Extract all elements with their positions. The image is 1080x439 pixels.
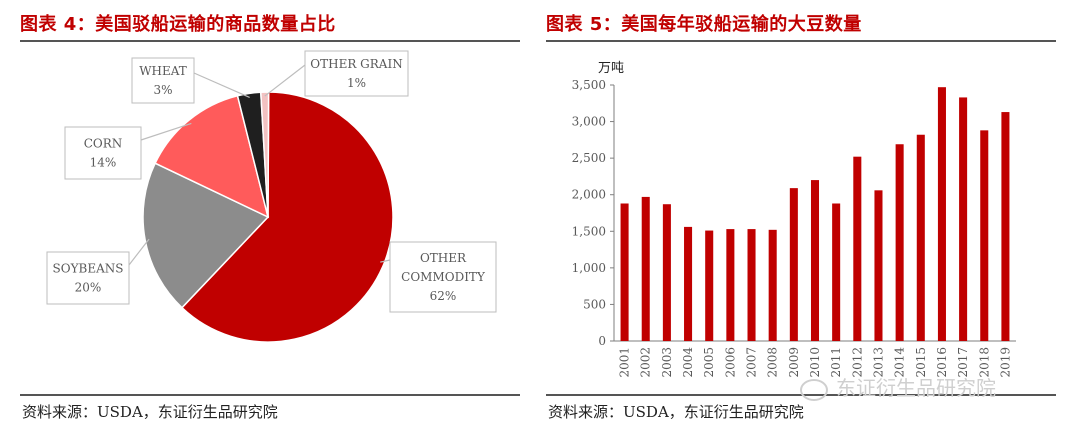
bar-2002: [641, 196, 650, 341]
source-note: 资料来源：USDA，东证衍生品研究院: [548, 403, 804, 421]
pie-category-label: SOYBEANS: [53, 262, 124, 276]
y-tick-label: 500: [583, 297, 606, 311]
y-tick-label: 1,000: [572, 261, 606, 275]
x-tick-label: 2019: [998, 347, 1012, 378]
x-tick-label: 2018: [977, 347, 991, 378]
y-tick-label: 2,500: [572, 151, 606, 165]
pie-pct-label: 62%: [430, 289, 457, 303]
leader-line: [140, 122, 192, 141]
bar-2016: [937, 87, 946, 341]
pie-slice-other-commodity: [180, 91, 394, 343]
leader-line: [128, 238, 150, 266]
bar-2003: [662, 204, 671, 341]
bar-2013: [874, 190, 883, 341]
label-box: [131, 57, 195, 104]
x-tick-label: 2011: [829, 347, 843, 378]
bar-2011: [832, 203, 841, 341]
y-tick-label: 1,500: [572, 224, 606, 238]
bar-2010: [810, 180, 820, 341]
bar-2007: [747, 229, 756, 341]
y-tick-label: 3,000: [572, 115, 606, 129]
wechat-icon: [800, 378, 828, 401]
panel-commodity-share: 图表 4：美国驳船运输的商品数量占比 OTHER COMMODITY 62% SOYB…: [0, 0, 530, 439]
pie-label-other-commodity: OTHER COMMODITY 62%: [380, 241, 497, 313]
bar-2017: [959, 97, 968, 341]
bar-2005: [705, 230, 714, 341]
bar-2014: [895, 144, 904, 341]
x-tick-label: 2017: [956, 347, 970, 378]
leader-line: [193, 72, 250, 98]
title-rule: [546, 40, 1056, 42]
bar-2004: [684, 226, 693, 341]
x-tick-label: 2016: [935, 347, 949, 378]
x-tick-label: 2001: [618, 347, 632, 378]
x-tick-label: 2010: [808, 347, 822, 378]
title-rule: [20, 40, 520, 42]
pie-pct-label: 14%: [90, 156, 117, 170]
pie-label-soybeans: SOYBEANS 20%: [46, 238, 150, 305]
x-tick-label: 2003: [660, 347, 674, 378]
x-tick-label: 2006: [723, 347, 737, 378]
leader-line: [380, 259, 391, 263]
pie-category-label: WHEAT: [139, 64, 187, 78]
pie-category-label: CORN: [84, 137, 123, 151]
bar-2001: [620, 203, 629, 341]
chart-title-commodity-share: 图表 4：美国驳船运输的商品数量占比: [20, 14, 336, 35]
bar-2015: [916, 134, 925, 341]
y-tick-label: 3,500: [572, 78, 606, 92]
bar-2018: [980, 130, 989, 341]
bar-chart: 万吨 0 500 1,000 1,500 2,000 2,500 3,000 3,500 2001…: [572, 61, 1016, 378]
x-tick-label: 2004: [681, 347, 695, 378]
panel-soybean-barge: 图表 5：美国每年驳船运输的大豆数量 万吨 0 500 1,000 1,500 2,000…: [546, 0, 1080, 439]
pie-category-label: OTHER GRAIN: [310, 57, 402, 71]
x-tick-label: 2005: [702, 347, 716, 378]
pie-pct-label: 1%: [347, 76, 366, 90]
x-tick-label: 2008: [766, 347, 780, 378]
y-tick-label: 2,000: [572, 188, 606, 202]
x-tick-label: 2002: [639, 347, 653, 378]
pie-label-corn: CORN 14%: [64, 122, 192, 180]
label-box: [64, 126, 142, 180]
pie-label-wheat: WHEAT 3%: [131, 57, 250, 104]
x-tick-label: 2012: [850, 347, 864, 378]
pie-pct-label: 20%: [75, 281, 102, 295]
bar-2012: [853, 156, 862, 341]
watermark: 东证衍生品研究院: [800, 372, 996, 401]
pie-category-label: OTHER: [420, 251, 467, 265]
pie-slice-other-grain: [259, 91, 270, 218]
bar-2006: [726, 229, 735, 341]
x-tick-label: 2007: [745, 347, 759, 378]
x-tick-label: 2009: [787, 347, 801, 378]
y-tick-label: 0: [598, 334, 606, 348]
x-tick-label: 2013: [871, 347, 885, 378]
y-axis-unit-label: 万吨: [598, 61, 624, 76]
pie-chart: OTHER COMMODITY 62% SOYBEANS 20% CORN 14% WHEAT…: [46, 50, 497, 343]
watermark-text: 东证衍生品研究院: [836, 376, 996, 400]
source-note: 资料来源：USDA，东证衍生品研究院: [22, 403, 278, 421]
leader-line: [264, 64, 306, 97]
bar-2008: [768, 229, 777, 341]
bar-2019: [1001, 112, 1010, 341]
x-tick-label: 2014: [893, 347, 907, 378]
pie-slice-soybeans: [142, 162, 270, 309]
bar-2009: [789, 188, 798, 341]
pie-label-other-grain: OTHER GRAIN 1%: [264, 50, 409, 97]
chart-title-soybean-barge: 图表 5：美国每年驳船运输的大豆数量: [546, 14, 862, 35]
x-tick-label: 2015: [914, 347, 928, 378]
source-rule: [20, 394, 520, 396]
pie-pct-label: 3%: [153, 83, 172, 97]
label-box: [389, 241, 497, 313]
pie-category-label: COMMODITY: [401, 270, 486, 284]
label-box: [304, 50, 409, 97]
label-box: [46, 251, 130, 305]
